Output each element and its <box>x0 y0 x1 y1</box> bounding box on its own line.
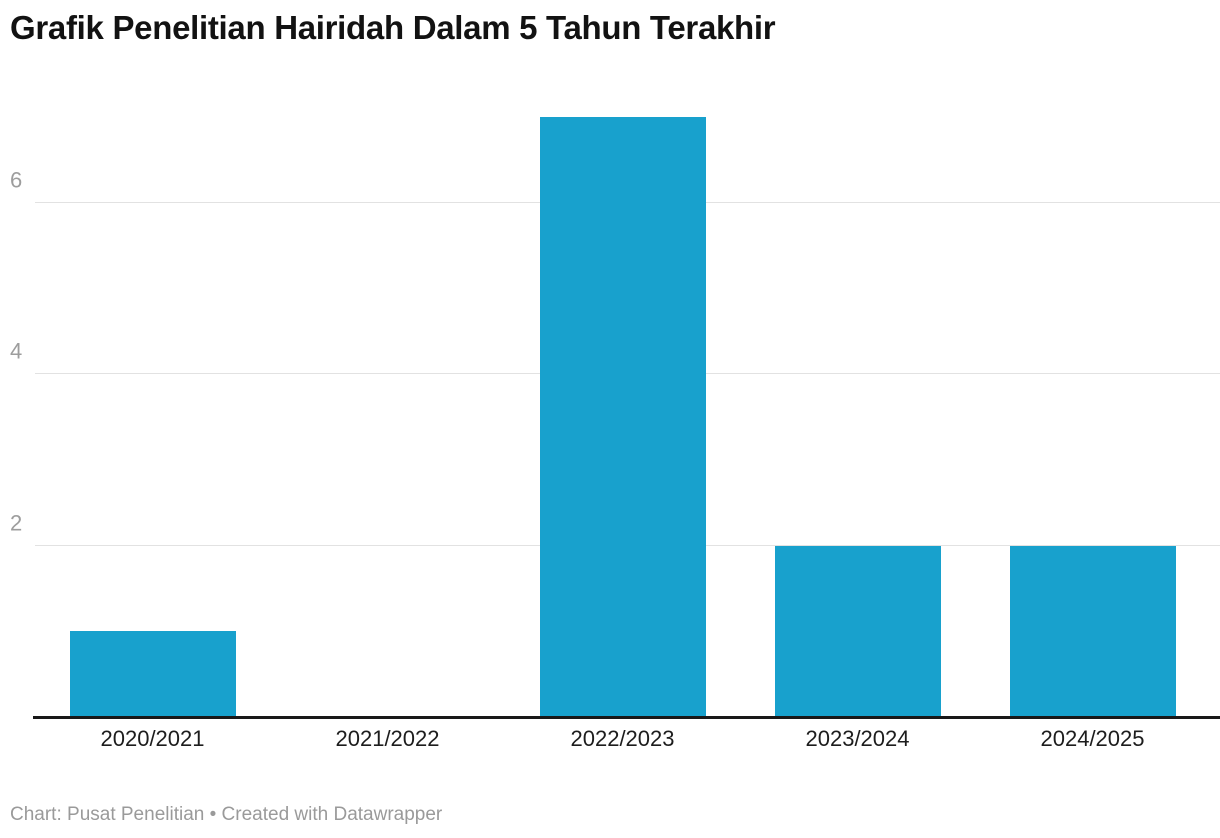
x-axis-label: 2022/2023 <box>570 726 675 751</box>
x-axis-label: 2021/2022 <box>335 726 440 751</box>
chart-title: Grafik Penelitian Hairidah Dalam 5 Tahun… <box>10 9 776 46</box>
x-axis-labels: 2020/2021 2021/2022 2022/2023 2023/2024 2024… <box>0 726 1220 760</box>
y-tick-label: 6 <box>10 167 23 193</box>
y-tick-label: 2 <box>10 510 23 536</box>
x-axis-label: 2024/2025 <box>1040 726 1145 751</box>
x-axis-label: 2020/2021 <box>100 726 205 751</box>
x-axis-baseline <box>33 716 1220 719</box>
bar-2022-2023[interactable] <box>540 117 706 717</box>
y-tick-label: 4 <box>10 338 23 364</box>
bar-2020-2021[interactable] <box>70 631 236 717</box>
plot-area: 2 4 6 <box>0 117 1220 719</box>
chart-footer: Chart: Pusat Penelitian • Created with D… <box>10 804 443 825</box>
x-axis-label: 2023/2024 <box>805 726 910 751</box>
bar-2024-2025[interactable] <box>1010 546 1176 717</box>
bar-2023-2024[interactable] <box>775 546 941 717</box>
